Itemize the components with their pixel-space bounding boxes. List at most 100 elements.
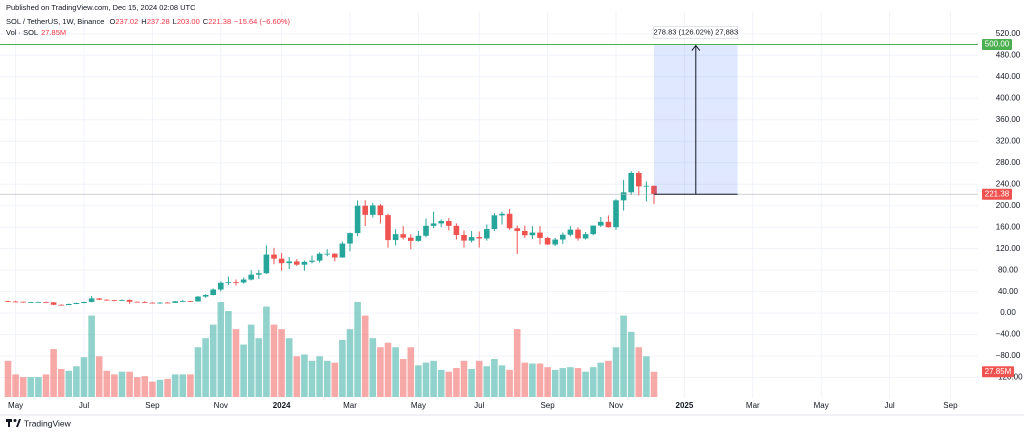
candle-body xyxy=(126,299,133,302)
x-tick-label: Sep xyxy=(145,401,160,410)
candle-body xyxy=(506,213,513,229)
candle-body xyxy=(423,225,429,236)
change: −15.64 (−6.60%) xyxy=(234,17,291,26)
volume-bar xyxy=(50,349,57,397)
volume-bar xyxy=(263,306,270,397)
candle-body xyxy=(28,302,34,303)
volume-bar xyxy=(179,374,187,397)
x-tick-label: 2024 xyxy=(273,401,291,410)
volume-bar xyxy=(331,362,339,397)
measure-label: 278.83 (126.02%) 27,883 xyxy=(653,28,738,37)
candle-body xyxy=(301,261,308,265)
candle-body xyxy=(104,299,110,301)
candle-body xyxy=(172,301,178,303)
y-tick-label: 520.00 xyxy=(996,29,1021,38)
volume-bar xyxy=(475,360,483,397)
candle-body xyxy=(590,225,596,235)
candle-body xyxy=(491,215,498,230)
candle-body xyxy=(225,282,232,283)
ohlc-key: L xyxy=(172,17,177,26)
candle-body xyxy=(157,302,163,304)
candle-body xyxy=(400,234,406,238)
candle-body xyxy=(582,234,589,239)
y-tick-label: −80.00 xyxy=(996,351,1021,360)
volume-bar xyxy=(445,371,453,397)
volume-bar xyxy=(187,374,194,397)
volume-bar xyxy=(422,362,430,397)
volume-bar xyxy=(202,338,209,397)
candle-body xyxy=(180,300,186,302)
volume-bar xyxy=(240,344,247,397)
y-tick-label: 280.00 xyxy=(996,158,1021,167)
candle-body xyxy=(332,253,338,258)
volume-name: Vol · SOL xyxy=(6,28,39,37)
volume-bar xyxy=(620,315,627,397)
candle-body xyxy=(468,237,475,241)
candle-body xyxy=(620,192,627,201)
candle-body xyxy=(5,301,11,302)
volume-bar xyxy=(232,329,240,397)
volume-bar xyxy=(567,367,574,397)
volume-bar xyxy=(392,347,399,397)
candle-body xyxy=(385,215,391,241)
volume-bar xyxy=(513,329,521,397)
candle-body xyxy=(628,172,634,193)
volume-bar xyxy=(498,365,506,397)
y-tick-label: 320.00 xyxy=(996,136,1021,145)
candle-body xyxy=(35,301,42,303)
volume-bar xyxy=(141,376,149,397)
ohlc-item: O237.02 xyxy=(109,17,138,26)
candle-body xyxy=(514,228,520,231)
y-tick-label: 240.00 xyxy=(996,179,1021,188)
volume-bar xyxy=(635,347,643,397)
x-tick-label: Jul xyxy=(884,401,894,410)
volume-bar xyxy=(194,347,202,397)
volume-bar xyxy=(460,360,468,397)
volume-bar xyxy=(437,369,445,397)
volume-bar xyxy=(650,371,658,397)
candle-body xyxy=(476,237,482,239)
x-tick-label: May xyxy=(411,401,426,410)
candle-body xyxy=(309,260,315,262)
x-tick-label: Nov xyxy=(609,401,623,410)
ohlc-key: O xyxy=(109,17,116,26)
volume-bar xyxy=(95,356,103,397)
volume-bar xyxy=(346,329,354,397)
candle-body xyxy=(499,213,505,216)
measure-arrowhead xyxy=(691,44,701,51)
candle-body xyxy=(240,279,247,283)
x-tick-label: 2025 xyxy=(676,401,694,410)
candle-body xyxy=(286,261,292,264)
ohlc-key: C xyxy=(202,17,209,26)
volume-bar xyxy=(118,371,126,397)
volume-bar xyxy=(247,324,255,397)
candle-body xyxy=(66,304,72,306)
x-tick-label: May xyxy=(8,401,23,410)
volume-label: 27.85M xyxy=(985,367,1012,376)
volume-bar xyxy=(559,368,567,397)
candle-body xyxy=(248,274,254,280)
price-axis-bg xyxy=(978,0,1024,415)
volume-bar xyxy=(529,363,536,397)
volume-bar xyxy=(544,367,551,397)
volume-bar xyxy=(323,360,331,397)
y-tick-label: 40.00 xyxy=(998,287,1019,296)
volume-legend: Vol · SOL 27.85M xyxy=(6,28,69,37)
volume-bar xyxy=(643,356,650,397)
volume-bar xyxy=(80,357,88,397)
candle-body xyxy=(560,234,566,240)
candle-body xyxy=(58,304,64,306)
ohlc-item: L203.00 xyxy=(173,17,200,26)
volume-bar xyxy=(149,381,156,397)
volume-bar xyxy=(225,311,232,397)
candle-body xyxy=(598,221,604,226)
candle-body xyxy=(605,221,612,228)
measure-label-box xyxy=(653,26,739,39)
hline-label-box xyxy=(982,39,1012,51)
price-label-box xyxy=(982,188,1012,200)
volume-bar xyxy=(278,329,285,397)
candle-body xyxy=(408,237,414,241)
candle-body xyxy=(377,205,384,216)
hline-label: 500.00 xyxy=(985,40,1010,49)
